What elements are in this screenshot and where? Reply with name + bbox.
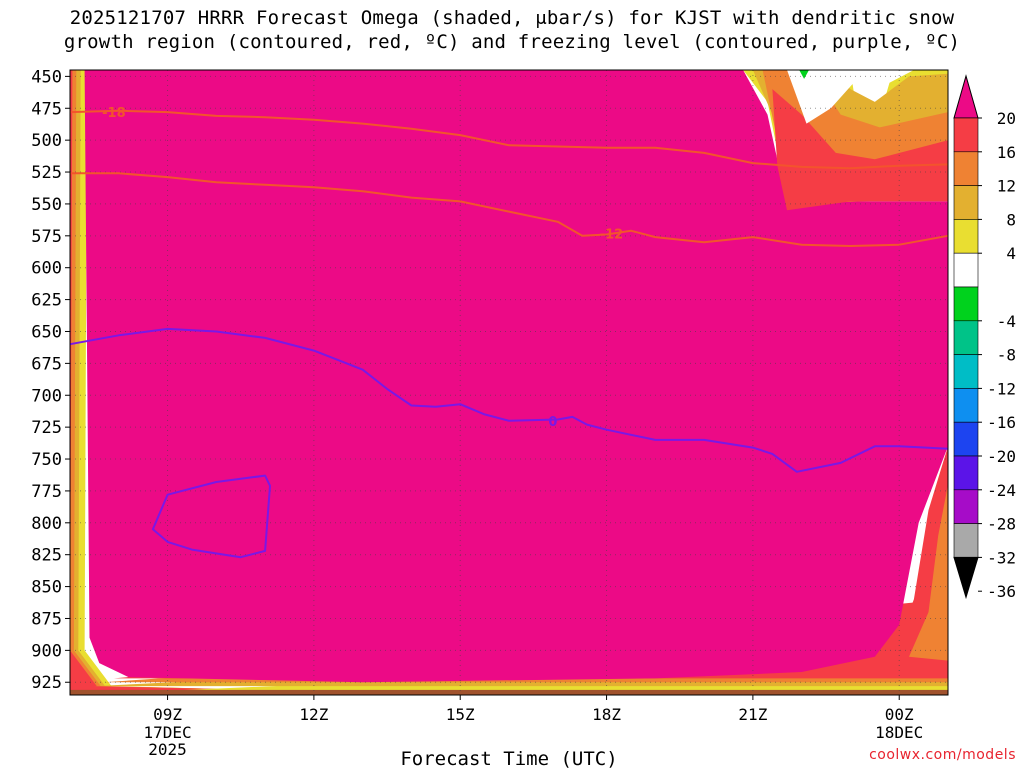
colorbar-label-8: -16 [987,413,1016,432]
x-tick-sublabel-09Z-0: 17DEC [143,723,191,742]
y-tick-label-475: 475 [31,99,62,119]
colorbar-label-10: -24 [987,481,1016,500]
y-tick-label-875: 875 [31,609,62,629]
colorbar-bin-11 [953,455,979,491]
colorbar-label-9: -20 [987,447,1016,466]
colorbar-label-13: -36 [987,582,1016,601]
omega-fill-right-low-2 [909,484,948,661]
colorbar-bin-5 [953,252,979,288]
colorbar-bottom-arrow [953,556,979,600]
colorbar-top-arrow [953,74,979,119]
y-tick-label-500: 500 [31,131,62,151]
colorbar-bin-12 [953,489,979,524]
omega-fill-main [84,70,949,683]
ground-strip [70,689,948,695]
colorbar-label-4: 4 [1006,244,1016,263]
y-tick-label-850: 850 [31,578,62,598]
contours: -18 -12 0 [69,106,949,559]
y-tick-label-650: 650 [31,322,62,342]
credit-text: coolwx.com/models [869,747,1016,763]
colorbar-bin-13 [953,523,979,558]
colorbar-label-2: 12 [997,177,1016,196]
x-tick-sublabel-09Z-1: 2025 [148,740,187,759]
y-tick-label-525: 525 [31,163,62,183]
chart-title: 2025121707 HRRR Forecast Omega (shaded, … [0,6,1024,54]
colorbar-label-7: -12 [987,379,1016,398]
contour-line-3 [151,474,271,559]
omega-fill-negative-sliver [799,70,809,79]
colorbar-bin-1 [953,117,979,153]
colorbar-bin-9 [953,388,979,423]
plot-frame [69,69,949,696]
colorbar-bin-3 [953,185,979,220]
x-tick-label-18Z: 18Z [592,705,621,724]
axes: 450 475 500 525 550 575 600 625 650 675 700 725 750 7… [31,67,949,768]
colorbar-bin-2 [953,151,979,186]
y-tick-label-675: 675 [31,354,62,374]
y-tick-label-450: 450 [31,67,62,87]
x-axis-label: Forecast Time (UTC) [400,748,617,768]
colorbar-bin-7 [953,320,979,355]
colorbar-label-0: 20 [997,109,1016,128]
omega-fill-neutral-pocket [787,70,866,124]
y-tick-label-600: 600 [31,259,62,279]
x-tick-label-00Z: 00Z [885,705,914,724]
colorbar-bin-6 [953,286,979,322]
y-tick-label-575: 575 [31,227,62,247]
contour-label-2: 0 [548,415,557,430]
contour-line-2 [69,327,949,473]
y-tick-label-625: 625 [31,291,62,311]
colorbar-label-11: -28 [987,515,1016,534]
colorbar-label-6: -8 [997,346,1016,365]
contour-line-1 [70,172,949,247]
colorbar: 20 16 12 8 4 -4 -8 -12 -16 -20 -24 -28 -32 -36 [953,74,1016,601]
x-tick-label-09Z: 09Z [153,705,182,724]
colorbar-bin-4 [953,219,979,254]
contour-label-1: -12 [600,227,624,242]
colorbar-label-1: 16 [997,143,1016,162]
y-tick-label-800: 800 [31,514,62,534]
y-tick-label-775: 775 [31,482,62,502]
chart-title-line-2: growth region (contoured, red, ºC) and f… [63,31,961,53]
y-tick-label-900: 900 [31,641,62,661]
x-tick-label-12Z: 12Z [299,705,328,724]
y-tick-label-700: 700 [31,386,62,406]
y-tick-label-550: 550 [31,195,62,215]
y-tick-label-825: 825 [31,546,62,566]
omega-fill-upper-right-3 [772,89,948,211]
plot-area [70,70,949,695]
colorbar-bin-10 [953,421,979,457]
contour-line-0 [69,109,949,170]
chart-title-line-1: 2025121707 HRRR Forecast Omega (shaded, … [69,7,955,29]
y-tick-label-750: 750 [31,450,62,470]
y-tick-label-925: 925 [31,673,62,693]
y-tick-label-725: 725 [31,418,62,438]
colorbar-label-3: 8 [1006,210,1016,229]
colorbar-label-12: -32 [987,548,1016,567]
contour-label-0: -18 [102,106,126,121]
colorbar-label-5: -4 [997,312,1016,331]
x-tick-sublabel-00Z-0: 18DEC [875,723,923,742]
gridlines [70,70,948,695]
x-tick-label-21Z: 21Z [738,705,767,724]
colorbar-bin-8 [953,354,979,389]
x-tick-label-15Z: 15Z [446,705,475,724]
